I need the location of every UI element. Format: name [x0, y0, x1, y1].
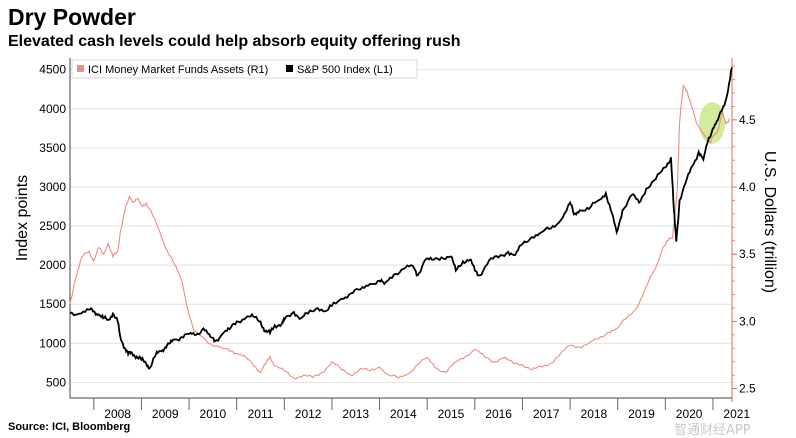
- left-tick-label: 4000: [39, 102, 66, 116]
- x-tick-label: 2012: [295, 407, 322, 421]
- left-tick-label: 1500: [39, 297, 66, 311]
- x-tick-label: 2010: [200, 407, 227, 421]
- x-tick-label: 2015: [438, 407, 465, 421]
- chart-subtitle: Elevated cash levels could help absorb e…: [8, 33, 461, 50]
- legend-swatch-mmf: [77, 65, 84, 72]
- x-tick-label: 2018: [581, 407, 608, 421]
- mmf-assets-line: [69, 84, 731, 380]
- gridlines: [70, 69, 732, 383]
- x-tick-label: 2013: [342, 407, 369, 421]
- x-tick-label: 2014: [390, 407, 417, 421]
- right-tick-label: 4.5: [739, 113, 756, 127]
- right-tick-label: 4.0: [739, 180, 756, 194]
- left-axis-label: Index points: [14, 175, 31, 261]
- left-tick-label: 2500: [39, 219, 66, 233]
- x-tick-label: 2019: [628, 407, 655, 421]
- right-axis: 2.5 3.0 3.5 4.0 4.5: [731, 58, 756, 402]
- left-tick-label: 2000: [39, 258, 66, 272]
- chart-title: Dry Powder: [8, 4, 136, 30]
- legend-swatch-sp500: [286, 65, 293, 72]
- legend-box: [71, 59, 418, 79]
- legend-label-sp500: S&P 500 Index (L1): [297, 64, 393, 76]
- legend-label-mmf: ICI Money Market Funds Assets (R1): [88, 64, 268, 76]
- left-tick-label: 500: [46, 375, 66, 389]
- x-tick-label: 2017: [533, 407, 560, 421]
- source-note: Source: ICI, Bloomberg: [8, 421, 131, 433]
- right-tick-label: 3.5: [739, 247, 756, 261]
- x-axis-ticks: 2008 2009 2010 2011 2012 2013 2014 2015 2016 2017…: [70, 397, 750, 421]
- highlight-ellipse: [699, 102, 725, 144]
- right-tick-label: 2.5: [739, 382, 756, 396]
- x-tick-label: 2011: [248, 407, 274, 421]
- x-tick-label: 2008: [104, 407, 131, 421]
- watermark: 智通财经APP: [674, 423, 751, 438]
- left-tick-label: 3000: [39, 180, 66, 194]
- x-tick-label: 2020: [676, 407, 703, 421]
- right-tick-label: 3.0: [739, 314, 756, 328]
- left-tick-label: 3500: [39, 141, 66, 155]
- right-axis-label: U.S. Dollars (trillion): [761, 151, 778, 293]
- x-tick-label: 2016: [485, 407, 512, 421]
- left-tick-label: 1000: [39, 336, 66, 350]
- sp500-line: [69, 67, 733, 370]
- x-tick-label: 2021: [723, 407, 750, 421]
- left-axis-ticks: 500 1000 1500 2000 2500 3000 3500 4000 4500: [39, 58, 71, 398]
- left-tick-label: 4500: [39, 63, 66, 77]
- x-tick-label: 2009: [152, 407, 179, 421]
